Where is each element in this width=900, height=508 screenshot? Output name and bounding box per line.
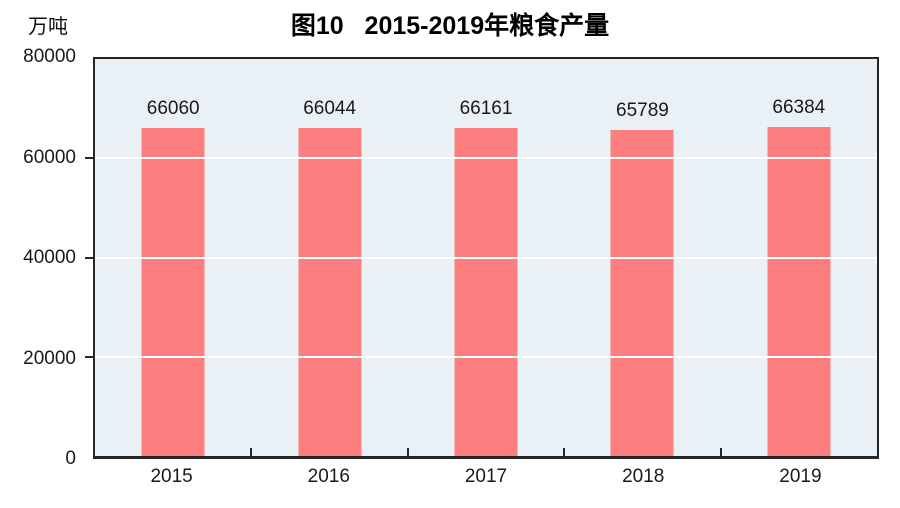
bar [298,128,362,456]
x-axis-category-label: 2015 [150,466,193,487]
y-axis-unit-label: 万吨 [28,16,68,38]
y-axis: 0 20000 40000 60000 80000 [0,46,84,469]
bar-category-2019: 66384 [721,59,877,456]
x-axis-category-label: 2019 [779,466,822,487]
y-axis-tick [85,256,93,259]
bar-category-2015: 66060 [95,59,251,456]
bar [454,127,518,456]
x-axis-tick [563,448,566,456]
x-axis-tick [406,448,409,456]
bar-category-2018: 65789 [564,59,720,456]
bar [767,126,831,456]
bar-value-label: 65789 [616,99,669,121]
x-axis-category-label: 2016 [307,466,350,487]
gridline [95,256,877,259]
x-axis-tick [250,448,253,456]
bar-value-label: 66161 [459,97,513,119]
x-axis-tick [719,448,722,456]
bar [141,128,205,456]
bar [610,129,674,456]
bar-value-label: 66060 [146,98,200,120]
x-axis-category-label: 2018 [622,466,665,487]
bar-category-2016: 66044 [251,59,407,456]
x-axis-category-label: 2017 [464,466,508,487]
y-axis-tick-label: 60000 [23,146,76,168]
bar-value-label: 66044 [303,98,357,120]
plot-area: 66060 66044 66161 65789 66384 [85,57,879,459]
bar-value-label: 66384 [772,96,826,118]
chart-title: 图10 2015-2019年粮食产量 [290,12,610,40]
bars-container: 66060 66044 66161 65789 66384 [95,59,877,456]
gridline [95,157,877,160]
y-axis-tick-label: 40000 [23,247,76,268]
bar-category-2017: 66161 [408,59,564,456]
x-axis: 2015 2016 2017 2018 2019 [93,464,879,490]
y-axis-tick [85,355,93,358]
y-axis-tick [85,157,93,160]
y-axis-tick-label: 20000 [23,347,76,369]
gridline [95,355,877,358]
y-axis-tick-label: 80000 [23,46,76,67]
y-axis-tick-label: 0 [65,448,76,469]
